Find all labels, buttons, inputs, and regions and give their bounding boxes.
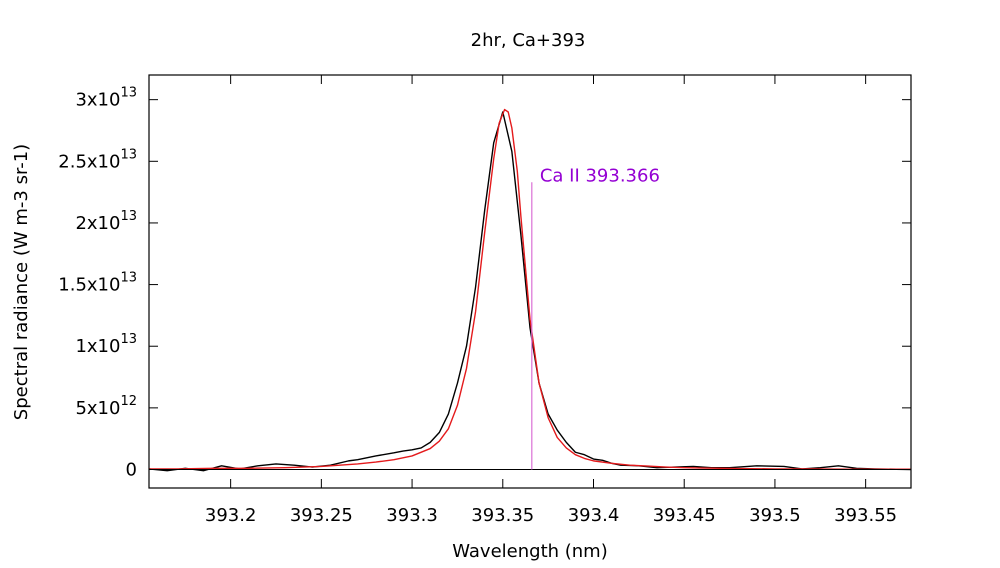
y-tick-mantissa: 2x10 (75, 213, 120, 234)
y-tick-mantissa: 2.5x10 (58, 151, 120, 172)
y-tick-mantissa: 0 (126, 460, 137, 481)
x-tick-label: 393.4 (568, 505, 620, 526)
series-line-2 (149, 108, 911, 470)
plot-frame (148, 74, 912, 489)
x-tick-label: 393.45 (653, 505, 716, 526)
x-axis-ticks: 393.2 393.25 393.3 393.35 393.4 393.45 393.5 39… (205, 75, 897, 526)
y-tick-exponent: 12 (120, 394, 137, 409)
y-tick-exponent: 13 (120, 271, 137, 286)
x-tick-label: 393.55 (834, 505, 897, 526)
x-axis-label: Wavelength (nm) (452, 541, 608, 562)
y-tick-exponent: 13 (120, 147, 137, 162)
y-tick-label: 1x1013 (75, 332, 137, 357)
x-tick-label: 393.2 (205, 505, 257, 526)
y-axis-label: Spectral radiance (W m-3 sr-1) (11, 144, 32, 420)
y-axis-ticks: 05x10121x10131.5x10132x10132.5x10133x101… (58, 86, 911, 481)
y-tick-label: 5x1012 (75, 394, 137, 419)
y-tick-mantissa: 3x10 (75, 90, 120, 111)
plot-curves (148, 108, 912, 472)
y-tick-label: 0 (126, 460, 137, 481)
series-line-1 (148, 111, 912, 472)
y-tick-label: 2.5x1013 (58, 147, 137, 172)
y-tick-label: 2x1013 (75, 209, 137, 234)
annotation-label: Ca II 393.366 (540, 165, 660, 186)
x-tick-label: 393.35 (471, 505, 534, 526)
y-tick-mantissa: 1.5x10 (58, 275, 120, 296)
y-tick-mantissa: 5x10 (75, 398, 120, 419)
y-tick-exponent: 13 (120, 86, 137, 101)
chart-title: 2hr, Ca+393 (471, 30, 586, 51)
annotation-group: Ca II 393.366 (531, 165, 660, 470)
x-tick-label: 393.5 (749, 505, 801, 526)
y-tick-mantissa: 1x10 (75, 336, 120, 357)
x-tick-label: 393.25 (290, 505, 353, 526)
y-tick-label: 1.5x1013 (58, 271, 137, 296)
x-tick-label: 393.3 (386, 505, 438, 526)
y-tick-exponent: 13 (120, 332, 137, 347)
y-tick-label: 3x1013 (75, 86, 137, 111)
y-tick-exponent: 13 (120, 209, 137, 224)
